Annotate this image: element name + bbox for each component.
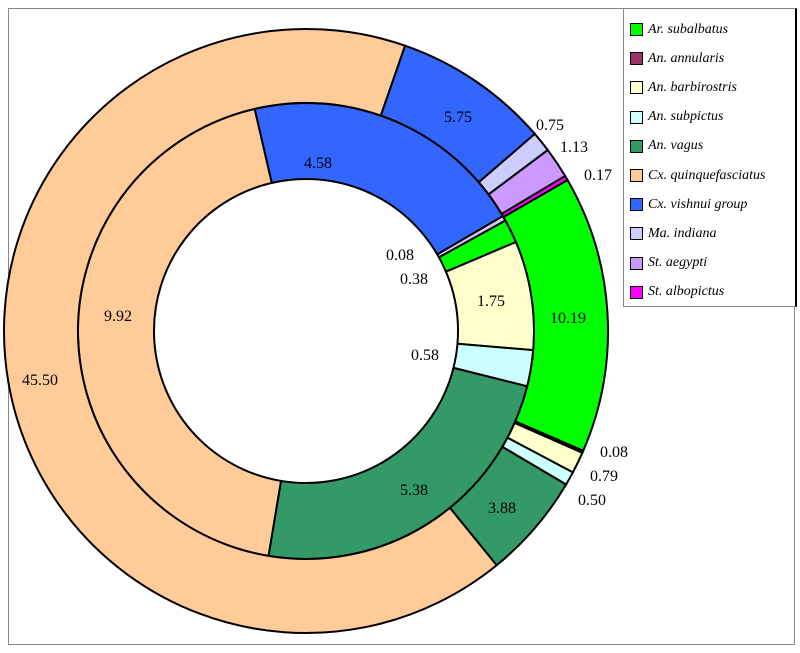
legend-item: An. barbirostris — [630, 73, 795, 102]
legend-label: Ar. subalbatus — [648, 21, 729, 37]
inner-data-label-5: 9.92 — [104, 308, 132, 325]
outer-data-label-6: 5.75 — [444, 109, 472, 126]
outer-data-label-0: 10.19 — [550, 310, 586, 327]
outer-slice-9 — [500, 174, 569, 219]
legend-label: An. subpictus — [648, 109, 724, 125]
legend-item: St. albopictus — [630, 278, 795, 307]
legend-swatch — [630, 169, 643, 183]
legend: Ar. subalbatus An. annularis An. barbirost… — [623, 8, 797, 307]
legend-swatch — [630, 139, 643, 153]
outer-data-label-3: 0.50 — [578, 492, 606, 509]
outer-data-label-7: 0.75 — [536, 117, 564, 134]
legend-item: An. annularis — [630, 44, 795, 73]
legend-swatch — [630, 81, 643, 95]
inner-data-label-7: 0.08 — [386, 247, 414, 264]
legend-swatch — [630, 256, 643, 270]
inner-data-label-2: 1.75 — [477, 293, 505, 310]
inner-data-label-3: 0.58 — [411, 347, 439, 364]
legend-item: Ar. subalbatus — [630, 15, 795, 44]
legend-item: An. subpictus — [630, 103, 795, 132]
legend-item: Cx. quinquefasciatus — [630, 161, 795, 190]
legend-item: Cx. vishnui group — [630, 190, 795, 219]
legend-label: Cx. vishnui group — [648, 196, 748, 212]
legend-swatch — [630, 198, 643, 212]
legend-swatch — [630, 110, 643, 124]
legend-label: St. aegypti — [648, 255, 708, 271]
outer-data-label-2: 0.79 — [590, 468, 618, 485]
legend-label: Cx. quinquefasciatus — [648, 167, 766, 183]
outer-slice-5 — [3, 28, 499, 634]
legend-label: An. barbirostris — [648, 79, 737, 95]
legend-item: Ma. indiana — [630, 219, 795, 248]
outer-data-label-9: 0.17 — [584, 167, 612, 184]
legend-swatch — [630, 285, 643, 299]
outer-data-label-8: 1.13 — [560, 139, 588, 156]
inner-data-label-0: 0.38 — [400, 271, 428, 288]
legend-swatch — [630, 23, 643, 37]
inner-data-label-4: 5.38 — [400, 482, 428, 499]
legend-swatch — [630, 227, 643, 241]
inner-data-label-6: 4.58 — [304, 155, 332, 172]
legend-swatch — [630, 52, 643, 66]
legend-label: St. albopictus — [648, 284, 725, 300]
outer-data-label-1: 0.08 — [600, 444, 628, 461]
outer-data-label-4: 3.88 — [488, 500, 516, 517]
legend-label: An. annularis — [648, 50, 725, 66]
legend-label: Ma. indiana — [648, 225, 717, 241]
outer-data-label-5: 45.50 — [22, 372, 58, 389]
legend-label: An. vagus — [648, 138, 704, 154]
legend-item: St. aegypti — [630, 249, 795, 278]
legend-item: An. vagus — [630, 132, 795, 161]
